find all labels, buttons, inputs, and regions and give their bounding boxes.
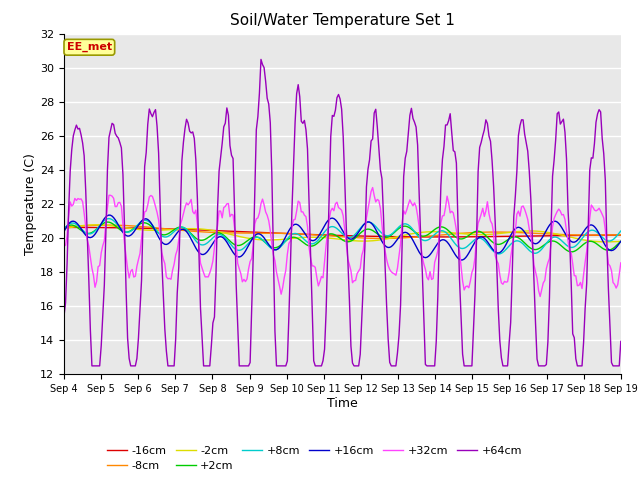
-8cm bbox=[589, 232, 596, 238]
+8cm bbox=[495, 251, 502, 257]
-16cm bbox=[60, 225, 68, 230]
-16cm bbox=[246, 229, 254, 235]
Y-axis label: Temperature (C): Temperature (C) bbox=[24, 153, 37, 255]
+2cm bbox=[246, 236, 254, 241]
+64cm bbox=[255, 90, 263, 96]
Line: -8cm: -8cm bbox=[64, 225, 621, 239]
-8cm bbox=[228, 230, 236, 236]
Line: +8cm: +8cm bbox=[64, 218, 621, 254]
+32cm bbox=[60, 243, 68, 249]
+32cm bbox=[129, 266, 136, 272]
+32cm bbox=[369, 185, 376, 191]
+64cm bbox=[246, 360, 254, 365]
-2cm bbox=[60, 226, 68, 232]
-2cm bbox=[617, 239, 625, 244]
+16cm bbox=[305, 236, 313, 242]
-8cm bbox=[130, 223, 138, 229]
Text: EE_met: EE_met bbox=[67, 42, 112, 52]
+8cm bbox=[589, 228, 596, 233]
+8cm bbox=[246, 239, 254, 244]
+2cm bbox=[589, 239, 596, 245]
-2cm bbox=[603, 239, 611, 245]
Line: +32cm: +32cm bbox=[64, 188, 621, 297]
-8cm bbox=[104, 222, 111, 228]
-16cm bbox=[67, 225, 74, 230]
+8cm bbox=[130, 226, 138, 232]
+8cm bbox=[60, 227, 68, 232]
+16cm bbox=[60, 229, 68, 235]
-16cm bbox=[228, 228, 236, 234]
+64cm bbox=[257, 57, 265, 62]
+2cm bbox=[567, 249, 575, 255]
+2cm bbox=[104, 219, 111, 225]
X-axis label: Time: Time bbox=[327, 397, 358, 410]
+32cm bbox=[617, 260, 625, 266]
Line: +16cm: +16cm bbox=[64, 215, 621, 260]
+8cm bbox=[255, 235, 263, 240]
+8cm bbox=[228, 242, 236, 248]
-8cm bbox=[246, 230, 254, 236]
+64cm bbox=[228, 152, 236, 158]
+16cm bbox=[130, 229, 138, 235]
-2cm bbox=[588, 238, 595, 244]
-8cm bbox=[617, 232, 625, 238]
+8cm bbox=[105, 216, 113, 221]
+16cm bbox=[105, 212, 113, 218]
+32cm bbox=[303, 224, 311, 229]
Line: -2cm: -2cm bbox=[64, 225, 621, 242]
-16cm bbox=[617, 232, 625, 238]
-2cm bbox=[130, 226, 138, 232]
-16cm bbox=[589, 232, 596, 238]
-8cm bbox=[378, 236, 386, 241]
+32cm bbox=[589, 204, 596, 210]
+8cm bbox=[617, 228, 625, 234]
+8cm bbox=[305, 240, 313, 246]
+64cm bbox=[617, 338, 625, 344]
+32cm bbox=[536, 294, 544, 300]
-8cm bbox=[60, 224, 68, 230]
-2cm bbox=[91, 222, 99, 228]
Line: +64cm: +64cm bbox=[64, 60, 621, 366]
+2cm bbox=[255, 235, 263, 241]
-2cm bbox=[255, 237, 263, 242]
+2cm bbox=[305, 243, 313, 249]
+64cm bbox=[88, 363, 96, 369]
Legend: -16cm, -8cm, -2cm, +2cm, +8cm, +16cm, +32cm, +64cm: -16cm, -8cm, -2cm, +2cm, +8cm, +16cm, +3… bbox=[108, 445, 522, 471]
+2cm bbox=[130, 226, 138, 231]
-2cm bbox=[305, 234, 313, 240]
+16cm bbox=[617, 239, 625, 244]
-16cm bbox=[255, 229, 263, 235]
Line: -16cm: -16cm bbox=[64, 228, 621, 237]
-16cm bbox=[130, 225, 138, 231]
+16cm bbox=[457, 257, 465, 263]
Line: +2cm: +2cm bbox=[64, 222, 621, 252]
-16cm bbox=[434, 234, 442, 240]
+32cm bbox=[226, 214, 234, 219]
-8cm bbox=[255, 230, 263, 236]
+32cm bbox=[244, 266, 252, 272]
-2cm bbox=[246, 236, 254, 241]
-2cm bbox=[228, 232, 236, 238]
+2cm bbox=[617, 239, 625, 244]
Title: Soil/Water Temperature Set 1: Soil/Water Temperature Set 1 bbox=[230, 13, 455, 28]
-8cm bbox=[305, 231, 313, 237]
+2cm bbox=[60, 226, 68, 231]
+32cm bbox=[254, 215, 262, 221]
-16cm bbox=[305, 231, 313, 237]
+16cm bbox=[228, 247, 236, 253]
+64cm bbox=[60, 313, 68, 319]
+16cm bbox=[255, 231, 263, 237]
+16cm bbox=[246, 240, 254, 245]
+64cm bbox=[589, 155, 596, 161]
+64cm bbox=[307, 253, 314, 259]
+16cm bbox=[589, 223, 596, 228]
+64cm bbox=[130, 363, 138, 369]
+2cm bbox=[228, 240, 236, 245]
